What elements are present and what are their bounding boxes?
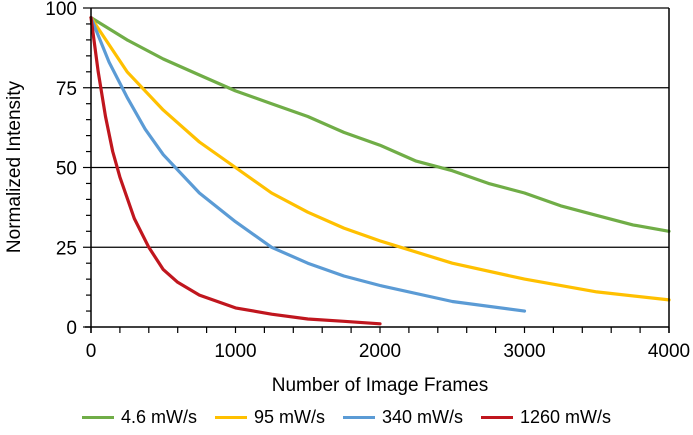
- y-tick-label: 100: [45, 0, 77, 20]
- series-line-0: [89, 16, 671, 233]
- y-axis-tick-labels: 0 25 50 75 100: [45, 0, 77, 339]
- legend: 4.6 mW/s 95 mW/s 340 mW/s 1260 mW/s: [0, 402, 693, 432]
- legend-item-4-6: 4.6 mW/s: [81, 406, 197, 428]
- legend-swatch-blue: [342, 415, 375, 419]
- data-series: [89, 16, 671, 326]
- series-line-2: [89, 16, 527, 313]
- y-tick-label: 0: [66, 318, 77, 339]
- x-axis-title: Number of Image Frames: [272, 375, 488, 396]
- y-axis-title: Normalized Intensity: [4, 80, 25, 253]
- legend-swatch-green: [81, 415, 114, 419]
- legend-item-1260: 1260 mW/s: [481, 407, 611, 428]
- x-axis-tick-labels: 0 1000 2000 3000 4000: [86, 341, 690, 362]
- legend-label: 1260 mW/s: [520, 406, 612, 427]
- legend-swatch-yellow: [214, 415, 247, 419]
- x-tick-label: 2000: [359, 341, 401, 362]
- legend-item-95: 95 mW/s: [214, 406, 325, 428]
- x-tick-label: 0: [86, 341, 97, 362]
- y-tick-label: 50: [56, 159, 77, 180]
- gridlines: [91, 7, 669, 248]
- legend-item-340: 340 mW/s: [342, 406, 464, 428]
- axes: [83, 7, 670, 333]
- legend-label: 95 mW/s: [253, 406, 325, 427]
- legend-swatch-red: [481, 415, 514, 419]
- line-chart: 0 25 50 75 100 0 1000 2000 3000 4000 Number of I…: [4, 0, 690, 396]
- y-tick-label: 25: [56, 238, 77, 259]
- legend-label: 340 mW/s: [381, 406, 464, 427]
- x-tick-label: 3000: [503, 341, 545, 362]
- series-line-3: [89, 16, 382, 326]
- x-tick-label: 1000: [214, 341, 256, 362]
- legend-label: 4.6 mW/s: [120, 406, 197, 427]
- x-tick-label: 4000: [648, 341, 690, 362]
- y-tick-label: 75: [56, 79, 77, 100]
- series-line-1: [89, 16, 671, 302]
